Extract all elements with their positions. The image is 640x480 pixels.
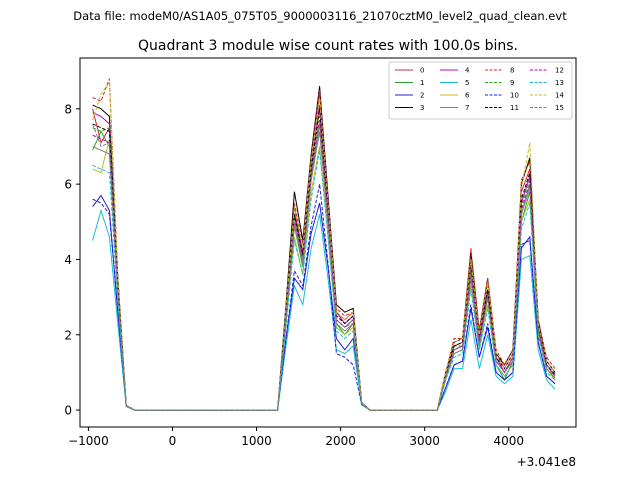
series-line-4	[92, 105, 556, 411]
x-tick-label: 0	[169, 434, 177, 448]
x-tick-label: 1000	[241, 434, 272, 448]
legend-label-13: 13	[555, 79, 564, 87]
legend-label-10: 10	[510, 92, 519, 100]
chart-title: Quadrant 3 module wise count rates with …	[138, 38, 518, 54]
legend-label-7: 7	[465, 104, 469, 112]
series-line-15	[92, 123, 556, 411]
series-layer	[92, 78, 556, 411]
legend-label-9: 9	[510, 79, 514, 87]
legend-label-14: 14	[555, 92, 564, 100]
legend-label-1: 1	[420, 79, 424, 87]
y-axis: 0 2 4 6 8	[64, 102, 80, 418]
x-tick-label: −1000	[68, 434, 109, 448]
y-tick-label: 8	[64, 102, 72, 116]
legend-label-5: 5	[465, 79, 469, 87]
series-line-12	[92, 120, 556, 411]
x-axis: −1000 0 1000 2000 3000 4000	[68, 427, 524, 448]
x-tick-label: 3000	[409, 434, 440, 448]
x-tick-label: 4000	[493, 434, 524, 448]
y-tick-label: 4	[64, 253, 72, 267]
legend-label-12: 12	[555, 67, 564, 75]
legend-box	[388, 61, 573, 120]
x-tick-label: 2000	[325, 434, 356, 448]
legend-label-8: 8	[510, 67, 514, 75]
legend-label-2: 2	[420, 92, 424, 100]
legend-label-4: 4	[465, 67, 470, 75]
x-offset-label: +3.041e8	[517, 455, 576, 469]
series-line-13	[92, 150, 556, 411]
legend-label-11: 11	[510, 104, 519, 112]
legend-label-0: 0	[420, 67, 424, 75]
y-tick-label: 0	[64, 404, 72, 418]
plot-frame	[79, 57, 577, 428]
legend-label-3: 3	[420, 104, 424, 112]
chart-suptitle: Data file: modeM0/AS1A05_075T05_90000031…	[73, 9, 567, 23]
legend-label-6: 6	[465, 92, 470, 100]
legend-label-15: 15	[555, 104, 564, 112]
y-tick-label: 2	[64, 328, 72, 342]
y-tick-label: 6	[64, 178, 72, 192]
